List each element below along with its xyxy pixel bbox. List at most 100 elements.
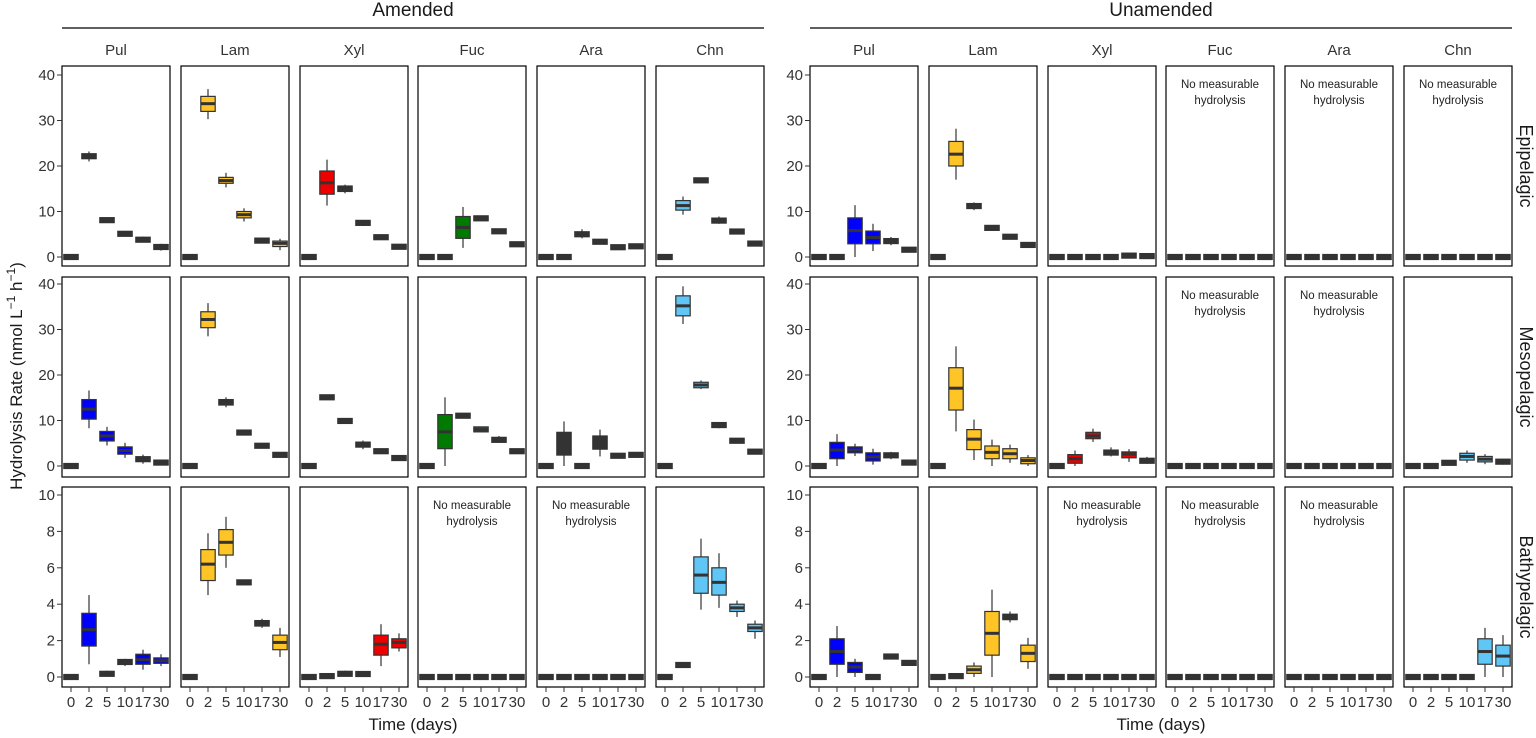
box-2d [200,89,216,120]
panel-amended-mesopelagic-lam [180,276,290,478]
no-data-note: No measurable [1300,290,1378,302]
x-tick-label: 10 [117,694,134,711]
box-0d [419,673,435,681]
box-10d [473,215,489,222]
box-5d [1441,459,1457,466]
x-tick-label: 10 [592,694,609,711]
box-17d [1358,462,1374,470]
box-10d [236,579,252,586]
x-tick-label: 30 [747,694,764,711]
box-0d [1405,253,1421,261]
x-tick-label: 5 [341,694,349,711]
x-tick-label: 30 [153,694,170,711]
row-label-bathypelagic: Bathypelagic [1516,535,1536,638]
panel-frame [1284,486,1394,688]
panel-frame [655,276,765,478]
x-tick-label: 30 [1139,694,1156,711]
panel-amended-bathypelagic-chn [655,486,765,688]
box-10d [236,208,252,222]
box-17d [1477,454,1493,465]
y-tick-label: 10 [786,413,803,430]
y-tick-label: 10 [786,487,803,504]
y-tick-label: 40 [786,276,803,293]
y-tick-label: 0 [47,669,55,686]
panel-frame [417,65,527,267]
box-0d [538,673,554,681]
box-2d [948,672,964,680]
box-2d [1067,673,1083,681]
box-30d [628,451,644,458]
box-17d [135,649,151,670]
y-tick-label: 10 [38,204,55,221]
box-2d [829,434,845,466]
no-data-note: hydrolysis [1194,306,1245,318]
box-30d [1376,462,1392,470]
box-17d [135,454,151,464]
panel-frame [1047,276,1157,478]
box-30d [1376,673,1392,681]
box-30d [272,451,288,458]
box-0d [419,462,435,470]
x-tick-label: 0 [661,694,669,711]
strip-label-unamended-lam: Lam [968,42,997,59]
box-5d [966,662,982,677]
y-tick-label: 40 [786,67,803,84]
box-2d [556,673,572,681]
box-30d [1139,673,1155,681]
strip-label-amended-ara: Ara [579,42,603,59]
box-30d [1020,637,1036,669]
x-tick-label: 5 [222,694,230,711]
panel-frame [1165,276,1275,478]
box-2d [1067,253,1083,261]
depth-row-labels: Epipelagic Mesopelagic Bathypelagic [1516,124,1536,638]
box-2d [829,253,845,261]
no-data-note: No measurable [1181,79,1259,91]
box-0d [1049,673,1065,681]
box-2d [81,595,97,665]
no-data-note: hydrolysis [565,516,616,528]
panel-unamended-mesopelagic-chn [1403,276,1513,478]
x-axes: 0 2 5 10 17 30 0 2 5 10 17 30 0 2 5 10 17 30 0 2 5 10 17 30 0 2 5 1… [67,687,1511,711]
no-data-note: No measurable [1181,500,1259,512]
x-tick-label: 17 [1358,694,1375,711]
x-tick-label: 2 [833,694,841,711]
x-tick-label: 5 [1089,694,1097,711]
strip-label-amended-lam: Lam [220,42,249,59]
box-17d [883,236,899,246]
y-tick-label: 30 [38,322,55,339]
strip-label-unamended-xyl: Xyl [1092,42,1113,59]
box-30d [509,241,525,248]
box-0d [1405,462,1421,470]
x-tick-label: 17 [610,694,627,711]
panel-frame [536,486,646,688]
box-17d [1002,611,1018,623]
panel-amended-bathypelagic-xyl [299,486,409,688]
x-tick-label: 10 [865,694,882,711]
panel-frame [1165,65,1275,267]
box-5d [1085,428,1101,442]
box-30d [901,246,917,253]
y-tick-label: 4 [47,596,55,613]
panel-frame [180,486,290,688]
panel-frame [1403,65,1513,267]
panel-unamended-bathypelagic-chn [1403,486,1513,688]
box-2d [556,421,572,466]
y-tick-label: 2 [795,633,803,650]
box-0d [301,462,317,470]
no-data-note: hydrolysis [1313,95,1364,107]
panel-unamended-epipelagic-chn: No measurable hydrolysis [1403,65,1513,267]
no-data-note: hydrolysis [1313,306,1364,318]
x-tick-label: 2 [85,694,93,711]
box-5d [966,202,982,211]
panel-amended-epipelagic-xyl [299,65,409,267]
box-5d [847,443,863,456]
box-10d [355,670,371,678]
panel-unamended-mesopelagic-xyl [1047,276,1157,478]
box-10d [1221,253,1237,261]
panel-amended-epipelagic-ara [536,65,646,267]
x-tick-label: 2 [1071,694,1079,711]
x-tick-label: 0 [934,694,942,711]
box-17d [883,451,899,460]
panel-unamended-epipelagic-pul [809,65,919,267]
